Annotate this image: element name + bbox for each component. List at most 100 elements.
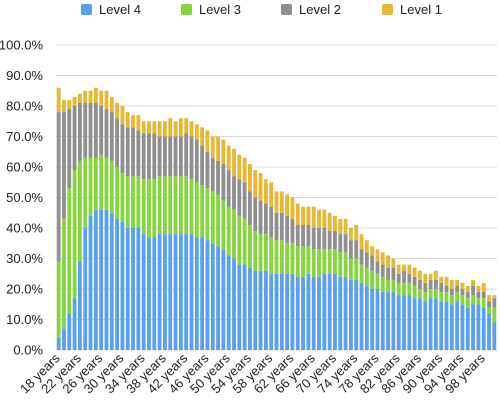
bar-segment-level-1 <box>258 173 263 201</box>
bar-segment-level-2 <box>279 212 284 241</box>
bar-segment-level-2 <box>120 124 125 174</box>
bar-segment-level-3 <box>120 173 125 222</box>
bar-segment-level-1 <box>354 224 359 241</box>
bar-segment-level-3 <box>221 200 226 250</box>
bar-segment-level-1 <box>168 118 173 137</box>
bar-segment-level-3 <box>444 292 449 302</box>
bar-segment-level-1 <box>380 252 385 265</box>
bar-segment-level-4 <box>301 276 305 350</box>
bar-segment-level-3 <box>471 295 476 305</box>
bar-segment-level-3 <box>343 252 348 277</box>
bar-segment-level-3 <box>157 176 162 235</box>
bar-segment-level-4 <box>290 273 295 350</box>
bar-segment-level-3 <box>226 206 231 256</box>
bar-segment-level-2 <box>295 224 300 247</box>
bar-segment-level-2 <box>327 231 332 250</box>
bar-segment-level-2 <box>455 285 460 293</box>
legend-label-level-4: Level 4 <box>99 2 141 17</box>
y-tick-label: 100.0% <box>0 38 43 53</box>
bar-segment-level-1 <box>492 295 497 299</box>
bar-segment-level-4 <box>364 285 369 350</box>
bar-segment-level-4 <box>125 228 130 350</box>
bar-segment-level-3 <box>274 240 279 274</box>
bar-segment-level-4 <box>62 328 66 350</box>
bar-segment-level-3 <box>423 292 428 302</box>
bar-segment-level-4 <box>322 273 327 350</box>
bar-segment-level-2 <box>67 109 72 189</box>
bar-segment-level-1 <box>407 264 412 274</box>
bar-segment-level-4 <box>354 279 359 350</box>
bar-segment-level-1 <box>386 255 390 268</box>
bar-segment-level-3 <box>136 176 141 228</box>
bar-segment-level-2 <box>492 298 497 308</box>
bar-segment-level-2 <box>88 102 93 158</box>
y-tick-label: 70.0% <box>6 129 43 144</box>
y-tick-label: 80.0% <box>6 99 43 114</box>
bar-segment-level-2 <box>317 228 321 250</box>
bar-segment-level-3 <box>248 224 252 268</box>
bar-segment-level-4 <box>72 298 77 350</box>
bar-segment-level-3 <box>301 246 305 277</box>
bar-segment-level-4 <box>380 292 385 350</box>
bar-segment-level-2 <box>115 118 120 167</box>
bar-segment-level-3 <box>412 285 417 299</box>
bar-segment-level-3 <box>386 279 390 293</box>
bar-segment-level-2 <box>163 136 167 177</box>
bar-segment-level-2 <box>216 160 220 195</box>
bar-segment-level-1 <box>306 206 311 225</box>
bar-segment-level-2 <box>136 130 141 177</box>
bar-segment-level-2 <box>423 282 428 293</box>
bar-segment-level-4 <box>141 234 146 350</box>
bar-segment-level-4 <box>242 264 247 350</box>
bar-segment-level-4 <box>487 313 491 350</box>
bar-segment-level-3 <box>492 307 497 323</box>
bar-segment-level-4 <box>338 276 343 350</box>
bar-segment-level-2 <box>386 267 390 280</box>
bar-segment-level-2 <box>157 136 162 177</box>
bar-segment-level-4 <box>333 273 337 350</box>
bar-segment-level-4 <box>173 234 178 350</box>
bar-segment-level-3 <box>364 267 369 286</box>
bar-segment-level-2 <box>221 163 226 201</box>
bar-segment-level-1 <box>487 295 491 302</box>
bar-segment-level-4 <box>465 307 470 350</box>
bar-segment-level-2 <box>444 285 449 293</box>
bar-segment-level-3 <box>306 246 311 274</box>
bar-segment-level-1 <box>317 209 321 228</box>
bar-segment-level-1 <box>359 234 364 250</box>
bar-segment-level-1 <box>364 240 369 253</box>
bar-segment-level-1 <box>216 136 220 161</box>
bar-segment-level-4 <box>157 234 162 350</box>
bar-segment-level-1 <box>418 270 422 280</box>
bar-segment-level-4 <box>168 234 173 350</box>
bar-segment-level-4 <box>226 255 231 350</box>
bar-segment-level-1 <box>189 121 194 137</box>
bar-segment-level-1 <box>136 115 141 131</box>
bar-segment-level-3 <box>125 176 130 228</box>
legend: Level 4 Level 3 Level 2 Level 1 <box>0 2 500 18</box>
bar-segment-level-3 <box>354 258 359 280</box>
bar-segment-level-3 <box>487 307 491 314</box>
bar-segment-level-1 <box>67 99 72 110</box>
bar-segment-level-4 <box>210 243 215 350</box>
bar-segment-level-2 <box>168 136 173 177</box>
bar-segment-level-1 <box>375 249 380 262</box>
bar-segment-level-3 <box>109 160 114 213</box>
legend-item-level-3: Level 3 <box>181 2 241 17</box>
bar-segment-level-3 <box>163 176 167 235</box>
bar-segment-level-4 <box>402 295 406 350</box>
bar-segment-level-2 <box>232 176 236 210</box>
bar-segment-level-2 <box>83 102 88 158</box>
bar-segment-level-4 <box>317 276 321 350</box>
bar-segment-level-4 <box>248 267 252 350</box>
bar-segment-level-3 <box>242 218 247 265</box>
bar-segment-level-4 <box>279 273 284 350</box>
bar-segment-level-1 <box>210 136 215 158</box>
bar-segment-level-3 <box>396 282 401 296</box>
bar-segment-level-4 <box>343 276 348 350</box>
bar-segment-level-1 <box>269 182 274 207</box>
bar-segment-level-3 <box>78 160 82 262</box>
bar-segment-level-3 <box>253 231 258 271</box>
bar-segment-level-2 <box>62 112 66 219</box>
